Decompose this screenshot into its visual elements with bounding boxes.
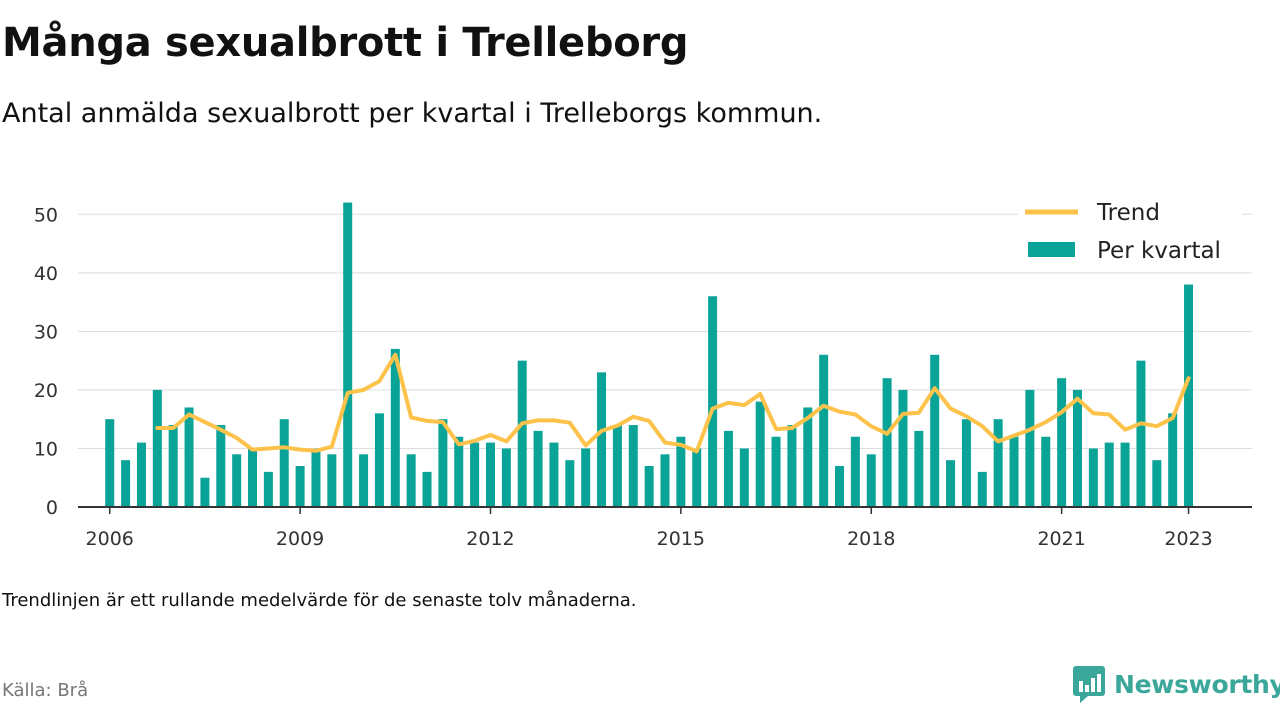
- bar: [1152, 460, 1162, 507]
- y-tick-label: 10: [34, 438, 58, 460]
- bar: [787, 425, 797, 507]
- bar: [1104, 442, 1114, 507]
- bar: [501, 448, 511, 507]
- bar: [168, 425, 178, 507]
- y-tick-label: 20: [34, 380, 58, 402]
- bar: [359, 454, 369, 507]
- x-tick-label: 2021: [1037, 528, 1085, 550]
- bar: [866, 454, 876, 507]
- legend: Trend Per kvartal: [1018, 195, 1242, 269]
- y-tick-label: 50: [34, 204, 58, 226]
- bar: [755, 401, 765, 507]
- bar: [200, 477, 210, 507]
- axes: 0 10 20 30 40 50 2006 2009 2012 2015 2018 2021 2023: [34, 204, 1252, 550]
- bar: [549, 442, 559, 507]
- bar: [597, 372, 607, 507]
- gridlines: [78, 213, 1252, 449]
- bar: [739, 448, 749, 507]
- bar: [612, 425, 622, 507]
- bar: [374, 413, 384, 507]
- bar: [263, 471, 273, 507]
- bar: [723, 430, 733, 507]
- bar: [1041, 436, 1051, 507]
- bar: [216, 425, 226, 507]
- bar: [692, 448, 702, 507]
- legend-trend-label: Trend: [1096, 200, 1160, 226]
- bar: [327, 454, 337, 507]
- x-tick-label: 2012: [466, 528, 514, 550]
- newsworthy-logo-icon: [1073, 666, 1105, 703]
- bar: [1120, 442, 1130, 507]
- footnote: Trendlinjen är ett rullande medelvärde f…: [2, 590, 637, 611]
- bar: [1088, 448, 1098, 507]
- bar: [1184, 284, 1194, 507]
- x-tick-label: 2023: [1164, 528, 1212, 550]
- bar: [1009, 436, 1019, 507]
- bar: [422, 471, 432, 507]
- bar-series: [105, 202, 1194, 507]
- bar: [644, 466, 654, 507]
- bar: [898, 389, 908, 507]
- bar: [533, 430, 543, 507]
- bar: [930, 354, 940, 507]
- legend-bar-label: Per kvartal: [1097, 238, 1221, 264]
- bar: [850, 436, 860, 507]
- bar: [279, 419, 289, 507]
- bar: [771, 436, 781, 507]
- bar: [121, 460, 131, 507]
- bar: [136, 442, 146, 507]
- bar: [708, 296, 718, 507]
- bar: [184, 407, 194, 507]
- bar: [565, 460, 575, 507]
- bar: [311, 448, 321, 507]
- bar: [882, 378, 892, 507]
- x-tick-label: 2009: [276, 528, 324, 550]
- bar: [248, 448, 258, 507]
- bar: [454, 436, 464, 507]
- bar: [232, 454, 242, 507]
- x-tick-label: 2015: [657, 528, 705, 550]
- bar: [438, 419, 448, 507]
- bar: [819, 354, 829, 507]
- bar: [1072, 389, 1082, 507]
- bar: [803, 407, 813, 507]
- bar: [343, 202, 353, 507]
- trend-line: [155, 352, 1191, 454]
- bar: [105, 419, 115, 507]
- bar: [977, 471, 987, 507]
- bar: [406, 454, 416, 507]
- legend-bar-swatch: [1028, 242, 1075, 257]
- y-tick-label: 40: [34, 263, 58, 285]
- trend-series: [155, 352, 1191, 454]
- bar: [470, 442, 480, 507]
- bar: [485, 442, 495, 507]
- bar: [517, 360, 527, 507]
- bar: [835, 466, 845, 507]
- brand-logo: Newsworthy: [1072, 665, 1280, 703]
- y-tick-label: 30: [34, 321, 58, 343]
- bar: [914, 430, 924, 507]
- y-tick-label: 0: [46, 497, 58, 519]
- bar: [946, 460, 956, 507]
- bar: [1168, 413, 1178, 507]
- bar: [1057, 378, 1067, 507]
- brand-name: Newsworthy: [1114, 669, 1280, 699]
- bar: [152, 389, 162, 507]
- bar: [581, 448, 591, 507]
- bar: [1025, 389, 1035, 507]
- chart-title: Många sexualbrott i Trelleborg: [2, 20, 689, 66]
- bar: [961, 419, 971, 507]
- bar: [660, 454, 670, 507]
- bar: [390, 348, 400, 507]
- source-label: Källa: Brå: [2, 680, 89, 701]
- bar: [628, 425, 638, 507]
- bar: [1136, 360, 1146, 507]
- chart-subtitle: Antal anmälda sexualbrott per kvartal i …: [2, 98, 823, 129]
- bar: [295, 466, 305, 507]
- x-tick-label: 2018: [847, 528, 895, 550]
- x-tick-label: 2006: [86, 528, 134, 550]
- bar: [676, 436, 686, 507]
- bar: [993, 419, 1003, 507]
